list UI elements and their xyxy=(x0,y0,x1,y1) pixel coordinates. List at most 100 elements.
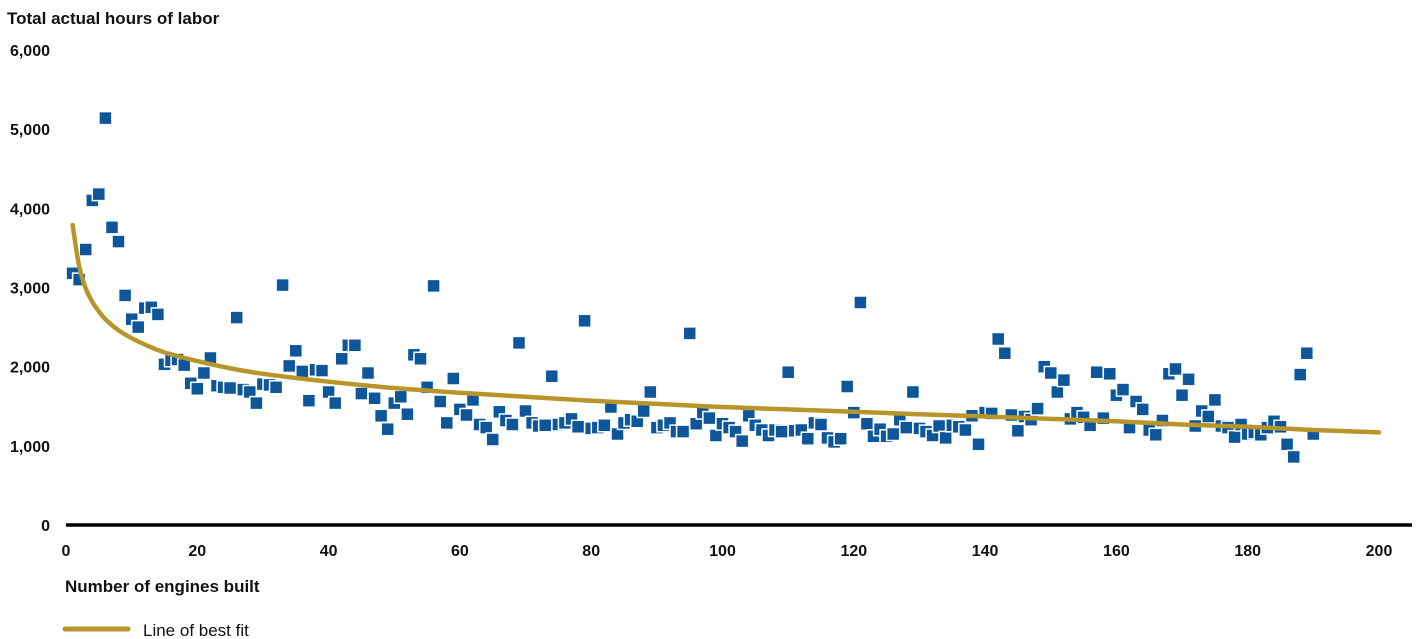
data-point xyxy=(459,407,474,423)
data-point xyxy=(104,220,120,235)
data-point xyxy=(1135,402,1150,417)
data-point xyxy=(373,408,389,424)
data-point xyxy=(675,424,691,439)
data-point xyxy=(478,420,494,435)
data-point xyxy=(190,381,205,397)
x-tick-label: 160 xyxy=(1103,543,1130,560)
x-tick-label: 180 xyxy=(1234,543,1261,560)
data-point xyxy=(439,415,455,431)
data-point xyxy=(1089,364,1104,380)
data-point xyxy=(1286,449,1301,465)
data-point xyxy=(111,234,126,249)
data-point xyxy=(400,406,415,422)
data-point xyxy=(1050,384,1065,400)
x-tick-label: 200 xyxy=(1366,543,1393,560)
data-point xyxy=(1279,437,1295,452)
data-point xyxy=(853,295,868,310)
data-point xyxy=(1207,392,1223,408)
data-point xyxy=(1010,423,1026,439)
data-point xyxy=(1056,372,1072,388)
x-tick-label: 120 xyxy=(840,543,867,560)
data-point xyxy=(301,393,317,408)
data-point xyxy=(275,277,290,293)
data-point xyxy=(905,384,921,400)
data-point xyxy=(327,395,343,411)
data-point xyxy=(1115,382,1131,397)
x-tick-label: 20 xyxy=(188,543,206,560)
y-tick-label: 4,000 xyxy=(10,201,50,218)
data-point xyxy=(813,417,829,432)
best-fit-line xyxy=(70,222,1382,435)
data-point xyxy=(249,395,264,411)
data-point xyxy=(511,335,527,351)
data-point xyxy=(958,422,973,438)
data-point xyxy=(393,389,409,405)
data-point xyxy=(380,421,395,437)
data-point xyxy=(229,310,244,325)
data-point xyxy=(780,364,796,380)
data-point xyxy=(222,380,238,396)
data-point xyxy=(885,426,901,442)
data-point xyxy=(899,420,914,435)
y-tick-label: 0 xyxy=(41,518,50,535)
data-point xyxy=(544,368,560,384)
data-point xyxy=(98,110,113,126)
data-point xyxy=(997,345,1013,361)
x-tick-label: 0 xyxy=(62,543,71,560)
y-tick-label: 2,000 xyxy=(10,360,50,377)
data-point xyxy=(196,365,212,381)
data-point xyxy=(774,424,789,439)
x-axis-title: Number of engines built xyxy=(65,577,260,596)
data-point xyxy=(354,386,369,401)
data-point xyxy=(1043,365,1059,381)
data-point xyxy=(570,419,586,435)
data-point xyxy=(314,363,330,378)
x-tick-labels: 0 20 40 60 80 100 120 140 160 180 200 xyxy=(62,543,1393,560)
data-point xyxy=(432,394,448,409)
x-tick-label: 60 xyxy=(451,543,469,560)
data-point xyxy=(839,379,855,394)
y-axis-title: Total actual hours of labor xyxy=(7,9,220,28)
x-tick-label: 40 xyxy=(320,543,338,560)
data-point xyxy=(130,319,146,335)
data-point xyxy=(931,418,947,434)
data-point xyxy=(990,331,1006,347)
data-point xyxy=(734,433,750,449)
data-point xyxy=(859,416,875,431)
data-point xyxy=(1030,401,1045,416)
data-point xyxy=(1174,387,1190,403)
data-point xyxy=(367,391,382,406)
data-point xyxy=(1181,372,1196,387)
data-point xyxy=(117,288,133,303)
data-point xyxy=(971,437,986,452)
data-point xyxy=(643,384,658,400)
y-tick-label: 6,000 xyxy=(10,43,50,60)
data-point xyxy=(288,343,304,359)
data-point xyxy=(91,186,107,202)
y-tick-label: 1,000 xyxy=(10,439,50,456)
data-point xyxy=(537,418,553,433)
data-point xyxy=(78,242,93,257)
data-point xyxy=(597,418,612,433)
data-point xyxy=(268,380,284,395)
data-point xyxy=(636,403,651,419)
data-point xyxy=(334,351,349,367)
data-point xyxy=(1148,427,1164,443)
data-point xyxy=(505,417,520,432)
data-point xyxy=(682,326,697,341)
data-points xyxy=(65,110,1321,465)
data-point xyxy=(800,431,816,446)
x-tick-label: 80 xyxy=(582,543,600,560)
data-point xyxy=(577,313,592,329)
data-point xyxy=(360,365,376,381)
x-tick-label: 140 xyxy=(972,543,999,560)
data-point xyxy=(347,338,363,353)
data-point xyxy=(702,410,717,426)
data-point xyxy=(1201,409,1216,424)
legend-label: Line of best fit xyxy=(143,621,249,639)
data-point xyxy=(833,431,848,446)
y-tick-label: 3,000 xyxy=(10,281,50,298)
data-point xyxy=(1227,429,1242,445)
data-point xyxy=(413,351,428,367)
